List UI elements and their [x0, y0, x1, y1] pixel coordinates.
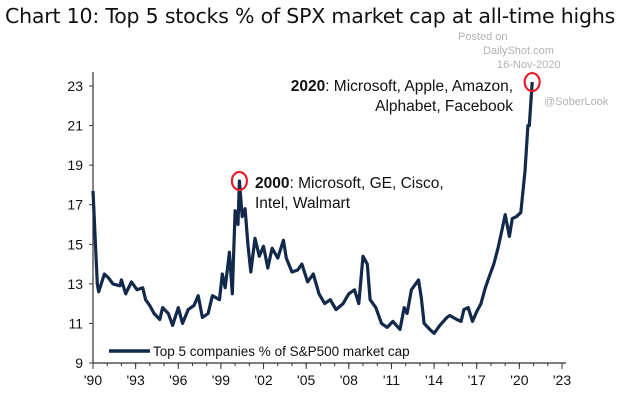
y-tick-label: 19 — [67, 157, 83, 173]
annotation-2020-year: 2020 — [291, 78, 325, 95]
legend-label: Top 5 companies % of S&P500 market cap — [153, 344, 410, 359]
watermark-date: 16-Nov-2020 — [497, 59, 561, 71]
tick-labels: 9 11 13 15 17 19 21 23 '90 '93 '96 '99 '02 '05 '08 '11 '… — [67, 78, 571, 388]
x-tick-label: '11 — [383, 372, 400, 388]
y-tick-label: 23 — [67, 78, 83, 94]
series-line-top5 — [91, 81, 534, 335]
highlight-circle — [230, 170, 248, 192]
highlight-circles — [230, 71, 541, 192]
annotation-2020: 2020: Microsoft, Apple, Amazon, — [291, 78, 513, 95]
watermark-handle: @SoberLook — [544, 96, 609, 108]
x-tick-label: '96 — [169, 372, 187, 388]
x-tick-label: '93 — [127, 372, 145, 388]
y-tick-label: 15 — [67, 236, 83, 252]
y-tick-label: 13 — [67, 276, 83, 292]
watermark-site: DailyShot.com — [483, 45, 554, 57]
annotation-2000-line2: Intel, Walmart — [255, 195, 351, 212]
annotation-2000-text: : Microsoft, GE, Cisco, — [289, 175, 443, 192]
highlight-circle — [523, 71, 541, 93]
annotation-2020-line2: Alphabet, Facebook — [375, 98, 513, 115]
chart-title: Chart 10: Top 5 stocks % of SPX market c… — [5, 4, 616, 28]
x-tick-label: '14 — [425, 372, 443, 388]
x-tick-label: '17 — [468, 372, 486, 388]
x-tick-label: '02 — [254, 372, 272, 388]
annotation-2000-year: 2000 — [255, 175, 289, 192]
x-tick-label: '05 — [297, 372, 315, 388]
y-tick-label: 9 — [75, 355, 83, 371]
x-tick-label: '23 — [553, 372, 571, 388]
axes — [89, 72, 566, 369]
annotation-2000: 2000: Microsoft, GE, Cisco, — [255, 175, 444, 192]
x-tick-label: '99 — [212, 372, 230, 388]
watermark-posted-on: Posted on — [458, 31, 508, 43]
y-tick-label: 11 — [68, 315, 83, 331]
x-tick-label: '08 — [340, 372, 358, 388]
x-tick-label: '20 — [510, 372, 528, 388]
y-tick-label: 21 — [67, 118, 83, 134]
y-tick-label: 17 — [67, 197, 83, 213]
annotation-2020-text: : Microsoft, Apple, Amazon, — [325, 78, 513, 95]
x-tick-label: '90 — [84, 372, 102, 388]
